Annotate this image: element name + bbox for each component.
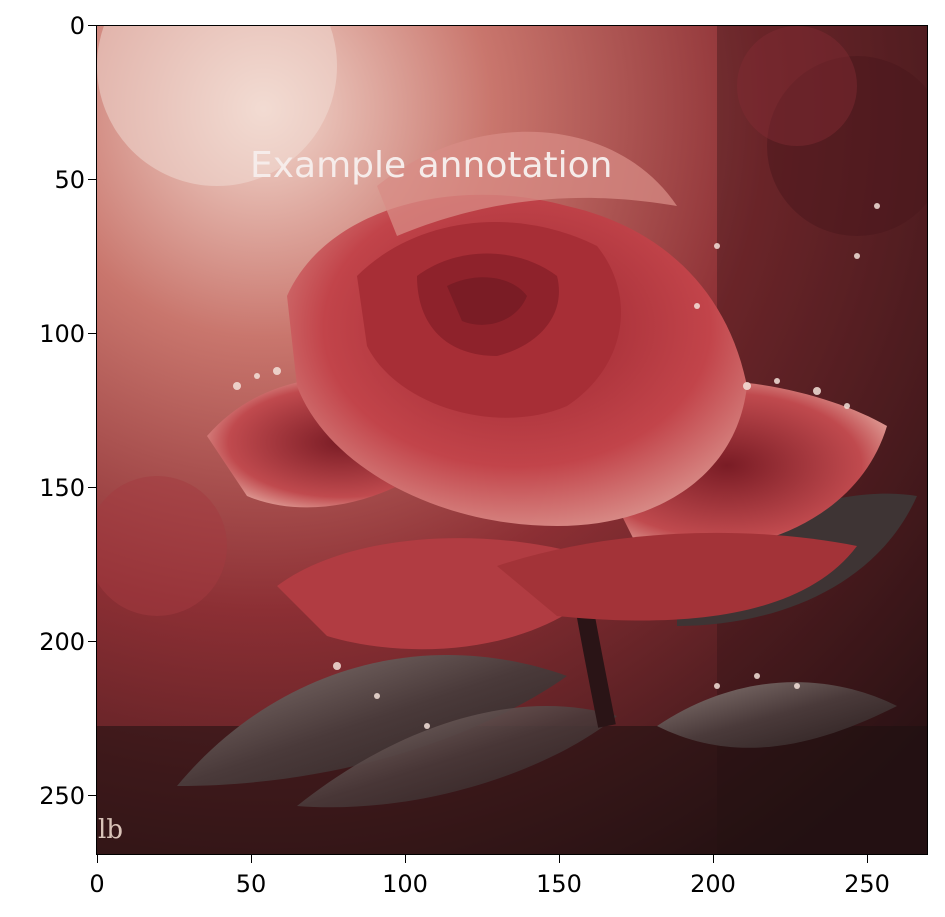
x-tick — [867, 855, 868, 863]
y-tick — [88, 333, 96, 334]
watermark-mark: lb — [98, 815, 123, 845]
y-tick-label: 100 — [39, 320, 85, 348]
y-tick — [88, 641, 96, 642]
x-tick-label: 250 — [844, 870, 890, 898]
y-tick-label: 50 — [54, 166, 85, 194]
y-tick — [88, 795, 96, 796]
x-tick-label: 100 — [382, 870, 428, 898]
x-tick-label: 200 — [690, 870, 736, 898]
image-frame — [96, 25, 928, 855]
x-tick — [713, 855, 714, 863]
x-tick-label: 0 — [89, 870, 105, 898]
y-tick — [88, 179, 96, 180]
x-tick — [97, 855, 98, 863]
y-tick-label: 200 — [39, 628, 85, 656]
y-tick-label: 150 — [39, 474, 85, 502]
x-tick — [405, 855, 406, 863]
y-tick-label: 0 — [69, 12, 85, 40]
y-tick-label: 250 — [39, 782, 85, 810]
x-tick — [251, 855, 252, 863]
y-tick — [88, 25, 96, 26]
x-tick-label: 150 — [536, 870, 582, 898]
annotation-label: Example annotation — [250, 145, 613, 186]
x-tick-label: 50 — [235, 870, 267, 898]
y-tick — [88, 487, 96, 488]
x-tick — [559, 855, 560, 863]
rose-image — [97, 26, 927, 854]
